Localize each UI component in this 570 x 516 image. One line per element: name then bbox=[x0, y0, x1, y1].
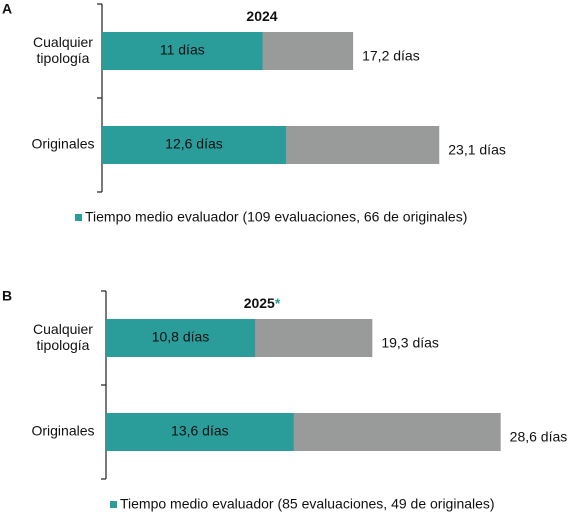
bar-label: 17,2 días bbox=[362, 48, 420, 64]
bar-label: 12,6 días bbox=[165, 136, 223, 152]
chart-title: 2025* bbox=[244, 295, 281, 311]
bar bbox=[102, 32, 263, 70]
bar-label: 10,8 días bbox=[152, 329, 210, 345]
panel-letter: A bbox=[2, 1, 12, 17]
bar bbox=[102, 126, 286, 164]
legend-swatch bbox=[75, 214, 82, 221]
bar-label: 13,6 días bbox=[171, 423, 229, 439]
title-text: 2024 bbox=[246, 8, 277, 24]
y-tick-label: Cualquier tipología bbox=[33, 321, 93, 353]
title-note: * bbox=[275, 295, 281, 311]
y-tick-label: Originales bbox=[31, 136, 94, 152]
legend-swatch bbox=[110, 501, 117, 508]
panel-letter: B bbox=[2, 288, 12, 304]
bar bbox=[106, 413, 294, 451]
legend-label: Tiempo medio evaluador (109 evaluaciones… bbox=[85, 209, 467, 225]
bar-label: 28,6 días bbox=[510, 429, 568, 445]
bar-label: 19,3 días bbox=[381, 335, 439, 351]
title-text: 2025 bbox=[244, 295, 275, 311]
legend-label: Tiempo medio evaluador (85 evaluaciones,… bbox=[120, 496, 495, 512]
bar-label: 23,1 días bbox=[448, 142, 506, 158]
bar-label: 11 días bbox=[160, 42, 205, 58]
y-tick-label: Cualquier tipología bbox=[33, 34, 93, 66]
y-tick-label: Originales bbox=[31, 423, 94, 439]
chart-title: 2024 bbox=[246, 8, 277, 24]
bar bbox=[106, 319, 256, 357]
